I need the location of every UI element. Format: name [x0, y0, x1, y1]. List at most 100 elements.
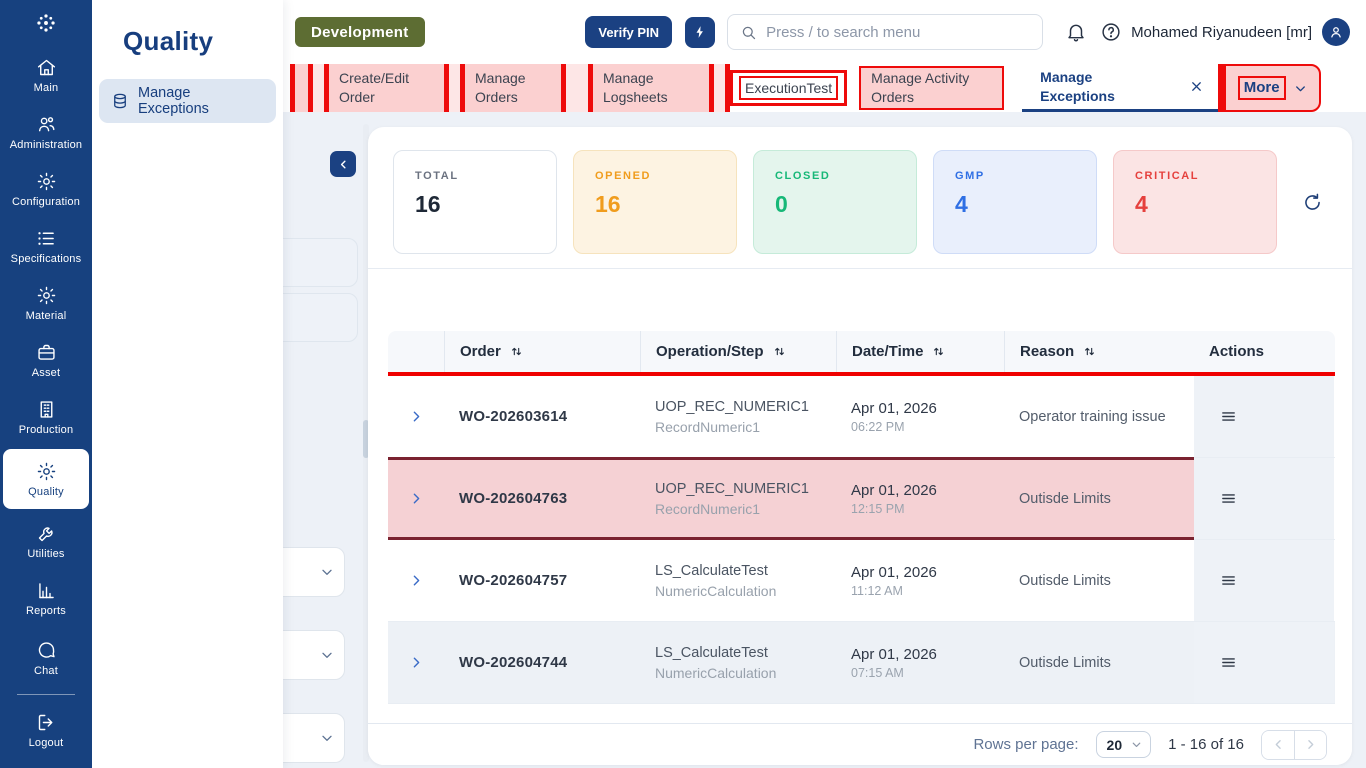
sidebar-item-quality[interactable]: Quality	[3, 449, 89, 509]
tab-label: Create/Edit Order	[339, 70, 410, 105]
tab-executiontest[interactable]: ExecutionTest	[730, 69, 848, 107]
tab-stripe	[714, 64, 725, 112]
stat-gmp: GMP 4	[933, 150, 1097, 254]
sidebar-item-configuration[interactable]: Configuration	[3, 164, 89, 214]
search-input[interactable]	[766, 23, 1031, 41]
tab-manage-logsheets[interactable]: Manage Logsheets	[593, 64, 709, 112]
row-actions-menu-button[interactable]	[1215, 404, 1241, 430]
notifications-bell-icon[interactable]	[1065, 21, 1087, 43]
table-row-highlighted[interactable]: WO-202604763 UOP_REC_NUMERIC1 RecordNume…	[388, 457, 1335, 540]
verify-pin-button[interactable]: Verify PIN	[585, 16, 673, 48]
close-icon[interactable]	[1189, 79, 1204, 94]
header-operation-step[interactable]: Operation/Step	[640, 331, 836, 372]
header-date-time[interactable]: Date/Time	[836, 331, 1004, 372]
filter-chip[interactable]	[269, 238, 358, 287]
sidebar-item-logout[interactable]: Logout	[3, 705, 89, 755]
rows-per-page-select[interactable]: 20	[1095, 731, 1152, 758]
tab-manage-exceptions[interactable]: Manage Exceptions	[1022, 64, 1219, 112]
collapse-filters-button[interactable]	[330, 151, 356, 177]
stat-opened: OPENED 16	[573, 150, 737, 254]
hamburger-menu-icon	[1220, 408, 1237, 425]
table-row[interactable]: WO-202604757 LS_CalculateTest NumericCal…	[388, 540, 1335, 622]
top-bar: Development Verify PIN Mohamed Riyanudee…	[283, 0, 1366, 64]
stat-value: 4	[1135, 191, 1148, 217]
expand-row-button[interactable]	[388, 376, 444, 457]
hamburger-menu-icon	[1220, 490, 1237, 507]
sidebar-divider	[17, 694, 75, 695]
row-highlight	[388, 457, 1194, 540]
header-reason[interactable]: Reason	[1004, 331, 1194, 372]
refresh-button[interactable]	[1302, 192, 1323, 213]
row-actions-menu-button[interactable]	[1215, 486, 1241, 512]
header-actions: Actions	[1194, 331, 1334, 372]
exception-stats: TOTAL 16 OPENED 16 CLOSED 0 GMP 4 CRITIC…	[368, 127, 1352, 254]
sidebar-item-specifications[interactable]: Specifications	[3, 221, 89, 271]
previous-page-button[interactable]	[1262, 730, 1294, 759]
menu-item-manage-exceptions[interactable]: Manage Exceptions	[99, 79, 276, 123]
hamburger-menu-icon	[1220, 572, 1237, 589]
table-row[interactable]: WO-202604744 LS_CalculateTest NumericCal…	[388, 622, 1335, 704]
exception-reason: Outisde Limits	[1019, 654, 1111, 671]
expand-row-button[interactable]	[388, 458, 444, 539]
chevron-down-icon	[319, 647, 335, 663]
sidebar-item-chat[interactable]: Chat	[3, 633, 89, 683]
open-tabs-bar: Create/Edit Order Manage Orders Manage L…	[283, 64, 1366, 112]
order-id: WO-202603614	[459, 408, 568, 425]
sidebar-item-asset[interactable]: Asset	[3, 335, 89, 385]
pagination-nav	[1261, 729, 1327, 760]
operation-name: UOP_REC_NUMERIC1	[655, 398, 809, 415]
avatar[interactable]	[1322, 18, 1350, 46]
expand-row-button[interactable]	[388, 622, 444, 703]
next-page-button[interactable]	[1294, 730, 1326, 759]
column-label: Operation/Step	[656, 343, 764, 360]
refresh-icon	[1302, 192, 1323, 213]
quick-actions-button[interactable]	[685, 16, 716, 48]
briefcase-icon	[36, 342, 57, 363]
row-actions-menu-button[interactable]	[1215, 650, 1241, 676]
help-icon[interactable]	[1100, 21, 1122, 43]
sidebar-item-production[interactable]: Production	[3, 392, 89, 442]
tab-manage-orders[interactable]: Manage Orders	[465, 64, 561, 112]
bar-chart-icon	[36, 580, 57, 601]
sidebar-item-main[interactable]: Main	[3, 50, 89, 100]
chevron-left-icon	[1271, 737, 1286, 752]
sidebar-item-administration[interactable]: Administration	[3, 107, 89, 157]
column-label: Date/Time	[852, 343, 924, 360]
sidebar-item-label: Chat	[33, 665, 59, 677]
tab-more-dropdown[interactable]: More	[1224, 64, 1322, 112]
exception-time: 11:12 AM	[851, 583, 903, 598]
expand-row-button[interactable]	[388, 540, 444, 621]
sidebar-item-utilities[interactable]: Utilities	[3, 516, 89, 566]
chevron-down-icon	[1130, 738, 1143, 751]
sidebar-item-label: Asset	[31, 367, 61, 379]
home-icon	[36, 57, 57, 78]
stat-total: TOTAL 16	[393, 150, 557, 254]
exception-reason: Outisde Limits	[1019, 490, 1111, 507]
stat-value: 0	[775, 191, 788, 217]
chevron-right-icon	[408, 572, 425, 589]
column-label: Actions	[1209, 343, 1265, 360]
table-row[interactable]: WO-202603614 UOP_REC_NUMERIC1 RecordNume…	[388, 376, 1335, 458]
stat-label: GMP	[955, 170, 985, 182]
tab-stripe	[324, 64, 329, 112]
filter-chip[interactable]	[269, 293, 358, 342]
header-order[interactable]: Order	[444, 331, 640, 372]
sidebar-item-reports[interactable]: Reports	[3, 573, 89, 623]
scrollbar-thumb[interactable]	[363, 420, 369, 458]
sidebar-item-material[interactable]: Material	[3, 278, 89, 328]
tab-stripe	[313, 64, 324, 112]
people-icon	[36, 114, 57, 135]
step-name: NumericCalculation	[655, 582, 777, 599]
order-id: WO-202604757	[459, 572, 568, 589]
sidebar-item-label: Production	[18, 424, 74, 436]
tab-manage-activity-orders[interactable]: Manage Activity Orders	[859, 66, 1005, 110]
user-name[interactable]: Mohamed Riyanudeen [mr]	[1131, 23, 1312, 41]
tab-stripe	[588, 64, 593, 112]
step-name: RecordNumeric1	[655, 418, 761, 435]
exception-reason: Outisde Limits	[1019, 572, 1111, 589]
tab-create-edit-order[interactable]: Create/Edit Order	[329, 64, 444, 112]
gear-icon	[36, 171, 57, 192]
menu-item-label: Manage Exceptions	[138, 85, 209, 117]
exception-reason: Operator training issue	[1019, 408, 1166, 425]
row-actions-menu-button[interactable]	[1215, 568, 1241, 594]
